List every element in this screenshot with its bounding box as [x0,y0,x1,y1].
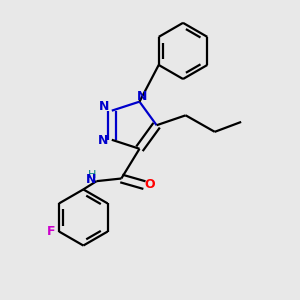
Text: F: F [46,225,55,238]
Text: N: N [99,100,110,112]
Text: N: N [137,90,147,103]
Text: N: N [98,134,108,147]
Text: H: H [88,170,97,180]
Text: N: N [85,173,96,186]
Text: O: O [144,178,155,191]
